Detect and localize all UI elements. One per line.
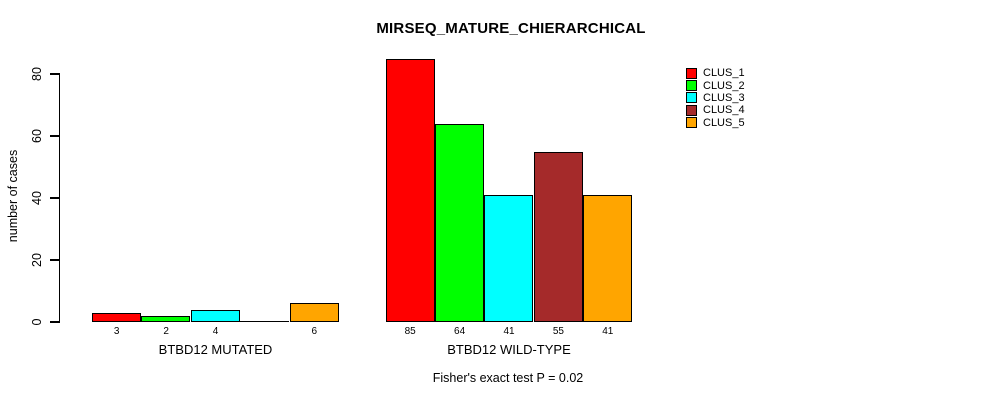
legend-item-clus_1: CLUS_1 xyxy=(686,67,745,79)
bar-value-label: 41 xyxy=(602,326,614,337)
y-tick-label: 60 xyxy=(30,129,44,143)
legend-item-clus_5: CLUS_5 xyxy=(686,116,745,129)
zero-bar-clus_4-group1 xyxy=(240,321,290,322)
bar-value-label: 55 xyxy=(552,326,564,337)
group-label-1: BTBD12 MUTATED xyxy=(158,342,273,357)
y-tick-mark xyxy=(50,197,59,199)
bar-clus_3-group1 xyxy=(190,309,240,322)
y-axis-line xyxy=(58,73,60,323)
y-axis-label: number of cases xyxy=(6,149,20,243)
y-tick-mark xyxy=(50,135,59,137)
bar-clus_4-group2 xyxy=(533,151,583,322)
bar-value-label: 41 xyxy=(503,326,515,337)
bar-value-label: 2 xyxy=(163,326,169,337)
legend-item-clus_4: CLUS_4 xyxy=(686,104,745,116)
bar-clus_1-group2 xyxy=(385,58,435,322)
y-tick-mark xyxy=(50,321,59,323)
fisher-test-annotation: Fisher's exact test P = 0.02 xyxy=(432,371,584,385)
bar-clus_2-group2 xyxy=(434,123,484,322)
bar-clus_5-group1 xyxy=(289,303,339,322)
y-tick-label: 0 xyxy=(30,318,44,326)
legend-item-clus_2: CLUS_2 xyxy=(686,79,745,92)
legend-label: CLUS_3 xyxy=(703,91,745,104)
y-tick-mark xyxy=(50,73,59,75)
bar-clus_1-group1 xyxy=(92,312,141,322)
y-tick-label: 40 xyxy=(30,191,44,205)
legend-swatch-clus_5 xyxy=(686,117,697,129)
bar-value-label: 4 xyxy=(212,326,219,337)
legend-label: CLUS_4 xyxy=(703,104,745,117)
bar-value-label: 64 xyxy=(454,326,466,337)
y-tick-mark xyxy=(50,259,59,261)
legend-label: CLUS_5 xyxy=(703,116,745,129)
bar-clus_5-group2 xyxy=(583,194,633,322)
legend-label: CLUS_1 xyxy=(703,67,745,80)
legend-label: CLUS_2 xyxy=(703,79,745,92)
legend-swatch-clus_3 xyxy=(686,92,697,104)
chart-title: MIRSEQ_MATURE_CHIERARCHICAL xyxy=(376,20,646,37)
legend-item-clus_3: CLUS_3 xyxy=(686,92,745,104)
legend-swatch-clus_1 xyxy=(686,67,697,79)
bar-clus_2-group1 xyxy=(141,315,191,322)
legend: CLUS_1 CLUS_2 CLUS_3 CLUS_4 CLUS_5 xyxy=(686,67,745,129)
legend-swatch-clus_4 xyxy=(686,104,697,116)
legend-swatch-clus_2 xyxy=(686,80,697,92)
bar-value-label: 6 xyxy=(311,326,318,337)
bar-clus_3-group2 xyxy=(484,194,534,322)
bar-value-label: 3 xyxy=(113,326,120,337)
bar-value-label: 85 xyxy=(404,326,416,337)
y-tick-label: 80 xyxy=(30,67,44,81)
group-label-2: BTBD12 WILD-TYPE xyxy=(447,342,571,357)
y-tick-label: 20 xyxy=(30,253,44,267)
